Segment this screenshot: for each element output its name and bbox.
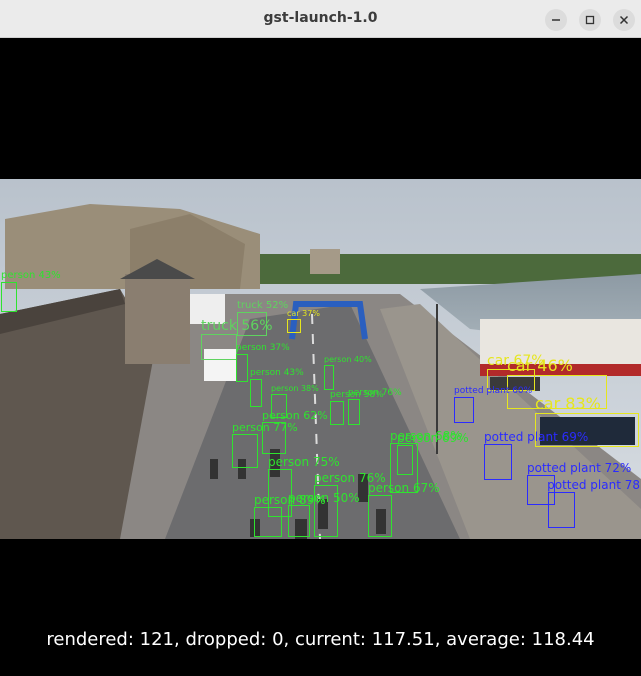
detection-label: person 76% [348,388,402,398]
detection-label: person 89% [254,493,326,507]
detection-label: person 62% [262,409,328,422]
detection-label: person 50% [288,491,360,505]
detection-box-person [368,495,392,537]
detection-box-car [535,413,639,447]
detection-label: car 67% [487,353,545,369]
detection-box-person [330,401,344,425]
detection-box-person [1,282,17,312]
detection-box-person [232,434,258,468]
average-value: 118.44 [531,629,595,650]
detection-label: person 69% [397,431,469,445]
detection-box-person [390,443,418,493]
detection-box-potted-plant [548,492,575,528]
detection-label: potted plant 69% [484,430,589,444]
detection-box-car [507,375,607,409]
detection-label: car 37% [287,309,320,318]
detection-box-person [397,445,413,475]
detection-label: person 67% [368,481,440,495]
rendered-label: rendered: [46,629,134,650]
scene-background [0,179,641,539]
detection-box-person [250,379,262,407]
maximize-icon [585,15,595,25]
detection-box-potted-plant [527,475,555,505]
maximize-button[interactable] [579,9,601,31]
detection-box-truck [201,334,237,360]
minimize-button[interactable] [545,9,567,31]
detection-label: person 76% [314,471,386,485]
detection-box-person [268,469,292,517]
detection-box-car [487,369,535,391]
dropped-label: dropped: [185,629,267,650]
detection-label: person 40% [324,355,372,364]
detection-label: person 43% [250,368,304,378]
detection-label: truck 56% [201,318,273,334]
window-title: gst-launch-1.0 [263,10,378,26]
detection-label: potted plant 72% [527,461,632,475]
detection-box-person [236,354,248,382]
detection-label: person 37% [236,343,290,353]
detection-box-truck [237,312,267,336]
detection-box-person [262,422,286,454]
dropped-value: 0 [272,629,284,650]
close-button[interactable] [613,9,635,31]
detection-box-potted-plant [454,397,474,423]
current-value: 117.51 [371,629,435,650]
detection-box-person [314,485,338,537]
detection-label: person 68% [390,429,462,443]
detection-label: potted plant 78 [547,478,640,492]
detection-label: car 46% [507,356,573,375]
window-titlebar[interactable]: gst-launch-1.0 [0,0,641,38]
average-label: average: [446,629,526,650]
rendered-value: 121 [139,629,175,650]
detection-box-potted-plant [484,444,512,480]
detection-label: potted plant 60% [454,386,533,396]
detection-label: person 43% [1,270,61,281]
detection-box-person [324,365,334,390]
detection-box-person [271,394,287,418]
detection-label: truck 52% [237,300,289,311]
fps-stats: rendered: 121, dropped: 0, current: 117.… [46,629,595,650]
close-icon [619,15,629,25]
detection-label: person 77% [232,421,298,434]
detection-label: person 58% [330,390,384,400]
detection-label: person 75% [268,455,340,469]
detection-box-person [348,399,360,425]
detection-box-car [287,319,301,333]
current-label: current: [294,629,366,650]
minimize-icon [552,19,560,21]
detection-label: car 83% [535,394,601,413]
detection-box-person [254,507,282,537]
detection-label: person 38% [271,384,319,393]
detection-box-person [288,505,310,537]
video-frame: person 43% truck 52% truck 56% car 37% perso… [0,179,641,539]
